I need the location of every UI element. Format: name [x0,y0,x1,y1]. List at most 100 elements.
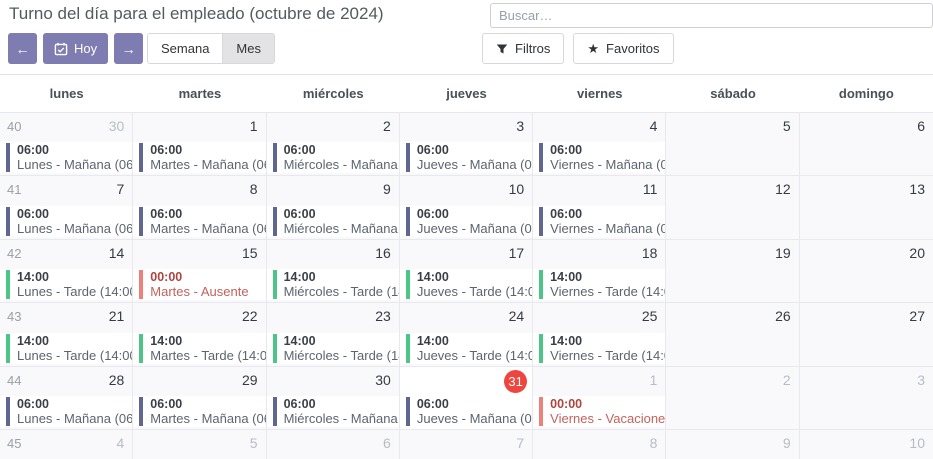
previous-period-button[interactable]: ← [8,33,37,64]
calendar-day-cell[interactable]: 9 06:00 Miércoles - Mañana ( [266,176,400,240]
calendar-day-cell[interactable]: 9 [666,429,800,459]
calendar-day-cell[interactable]: 22 14:00 Martes - Tarde (14:00 [133,303,267,367]
calendar-day-cell[interactable]: 17 14:00 Jueves - Tarde (14:0 [399,239,534,304]
calendar-day-cell[interactable]: 1 06:00 Martes - Mañana (06 [133,113,267,177]
calendar-day-cell[interactable]: 26 [666,303,800,367]
event-color-bar [6,143,10,173]
event-label: Viernes - Mañana (06 [550,157,666,173]
event-label: Lunes - Mañana (06:0 [17,157,133,173]
event-color-bar [6,270,10,300]
calendar-day-cell[interactable]: 6 [799,113,933,177]
calendar-day-cell[interactable]: 12 [666,176,800,240]
calendar-day-cell[interactable]: 42 14 14:00 Lunes - Tarde (14:00 [0,239,134,304]
event-label: Jueves - Mañana (06 [416,157,533,173]
calendar-day-cell[interactable]: 15 00:00 Martes - Ausente [133,239,267,304]
calendar-day-cell[interactable]: 13 [799,176,933,240]
event-label: Lunes - Mañana (06:0 [17,220,133,236]
calendar-event[interactable]: 06:00 Martes - Mañana (06 [133,395,266,427]
calendar-event[interactable]: 14:00 Martes - Tarde (14:00 [133,332,266,364]
weekday-header: jueves [446,86,487,101]
event-time: 06:00 [416,396,449,411]
event-color-bar [405,396,410,426]
calendar-event[interactable]: 14:00 Viernes - Tarde (14:0 [533,332,666,364]
calendar-day-cell[interactable]: 1 00:00 Viernes - Vacaciones [533,366,667,430]
calendar-day-cell[interactable]: 4 06:00 Viernes - Mañana (06 [533,113,667,177]
calendar-day-cell[interactable]: 25 14:00 Viernes - Tarde (14:0 [533,303,667,367]
calendar-day-cell[interactable]: 11 06:00 Viernes - Mañana (06 [533,176,667,240]
calendar-day-cell[interactable]: 18 14:00 Viernes - Tarde (14:0 [533,239,667,304]
day-number: 22 [241,308,258,325]
calendar-day-cell[interactable]: 3 [799,366,933,430]
calendar-day-cell[interactable]: 10 [799,429,933,459]
calendar-event[interactable]: 14:00 Lunes - Tarde (14:00 [0,269,133,301]
event-time: 06:00 [17,143,49,158]
calendar-day-cell[interactable]: 2 06:00 Miércoles - Mañana ( [266,113,400,177]
calendar-event[interactable]: 06:00 Miércoles - Mañana ( [266,395,399,427]
event-time: 14:00 [416,333,449,348]
event-time: 14:00 [416,270,449,285]
calendar-day-cell[interactable]: 5 [133,429,267,459]
event-color-bar [405,143,410,173]
event-label: Miércoles - Mañana ( [283,157,399,173]
calendar-event[interactable]: 06:00 Viernes - Mañana (06 [533,142,666,174]
today-button[interactable]: Hoy [43,33,109,64]
calendar-day-cell[interactable]: 10 06:00 Jueves - Mañana (06 [399,176,534,240]
next-period-button[interactable]: → [114,33,144,64]
calendar-day-cell[interactable]: 45 4 [0,429,134,459]
calendar-day-cell[interactable]: 20 [799,239,933,304]
calendar-event[interactable]: 06:00 Viernes - Mañana (06 [533,205,666,237]
calendar-day-cell[interactable]: 5 [666,113,800,177]
search-input[interactable] [490,3,933,28]
calendar-event[interactable]: 06:00 Lunes - Mañana (06:0 [0,142,133,174]
calendar-event[interactable]: 14:00 Miércoles - Tarde (14 [266,269,399,301]
calendar-event[interactable]: 06:00 Jueves - Mañana (06 [399,142,533,174]
calendar-event[interactable]: 00:00 Martes - Ausente [133,269,266,301]
calendar-day-cell[interactable]: 24 14:00 Jueves - Tarde (14:0 [399,303,534,367]
calendar-day-cell[interactable]: 8 [533,429,667,459]
calendar-event[interactable]: 06:00 Miércoles - Mañana ( [266,142,399,174]
calendar-event[interactable]: 06:00 Jueves - Mañana (06 [399,395,533,427]
toolbar: ← Hoy → Semana Mes [0,33,933,69]
event-color-bar [139,206,144,236]
favorites-button-label: Favoritos [606,41,660,56]
calendar-event[interactable]: 06:00 Martes - Mañana (06 [133,142,266,174]
day-number: 16 [375,244,391,261]
day-number: 13 [909,181,925,198]
calendar-day-cell[interactable]: 43 21 14:00 Lunes - Tarde (14:00 [0,303,134,367]
calendar-day-cell[interactable]: 23 14:00 Miércoles - Tarde (14 [266,303,400,367]
calendar-day-cell[interactable]: 27 [799,303,933,367]
event-label: Lunes - Tarde (14:00 [17,347,133,363]
calendar-day-cell[interactable]: 3 06:00 Jueves - Mañana (06 [399,113,534,177]
calendar-event[interactable]: 06:00 Martes - Mañana (06 [133,205,266,237]
calendar-day-cell[interactable]: 40 30 06:00 Lunes - Mañana (06:0 [0,113,134,177]
calendar-event[interactable]: 14:00 Lunes - Tarde (14:00 [0,332,133,364]
calendar-day-cell[interactable]: 16 14:00 Miércoles - Tarde (14 [266,239,400,304]
calendar-day-cell[interactable]: 7 [399,429,534,459]
calendar-event[interactable]: 14:00 Viernes - Tarde (14:0 [533,269,666,301]
calendar-event[interactable]: 14:00 Miércoles - Tarde (14 [266,332,399,364]
calendar-event[interactable]: 06:00 Lunes - Mañana (06:0 [0,205,133,237]
event-color-bar [539,143,544,173]
week-view-button[interactable]: Semana [148,34,223,63]
calendar-day-cell[interactable]: 2 [666,366,800,430]
day-number: 10 [508,181,525,198]
month-view-button[interactable]: Mes [222,34,274,63]
calendar-event[interactable]: 14:00 Jueves - Tarde (14:0 [399,269,533,301]
calendar-day-cell[interactable]: 8 06:00 Martes - Mañana (06 [133,176,267,240]
calendar-day-cell[interactable]: 41 7 06:00 Lunes - Mañana (06:0 [0,176,134,240]
favorites-button[interactable]: ★ Favoritos [573,33,674,64]
calendar-event[interactable]: 06:00 Miércoles - Mañana ( [266,205,399,237]
calendar-event[interactable]: 06:00 Jueves - Mañana (06 [399,205,533,237]
calendar-day-cell[interactable]: 44 28 06:00 Lunes - Mañana (06:0 [0,366,134,430]
calendar-day-cell[interactable]: 19 [666,239,800,304]
month-calendar: lunes martes miércoles jueves viernes sábado d… [0,74,933,459]
today-badge: 31 [504,369,528,393]
calendar-event[interactable]: 14:00 Jueves - Tarde (14:0 [399,332,533,364]
calendar-day-cell[interactable]: 31 06:00 Jueves - Mañana (06 [399,366,534,430]
calendar-event[interactable]: 00:00 Viernes - Vacaciones [533,395,666,427]
filters-button[interactable]: Filtros [482,33,565,64]
calendar-event[interactable]: 06:00 Lunes - Mañana (06:0 [0,395,133,427]
calendar-day-cell[interactable]: 29 06:00 Martes - Mañana (06 [133,366,267,430]
calendar-day-cell[interactable]: 6 [266,429,400,459]
calendar-day-cell[interactable]: 30 06:00 Miércoles - Mañana ( [266,366,400,430]
